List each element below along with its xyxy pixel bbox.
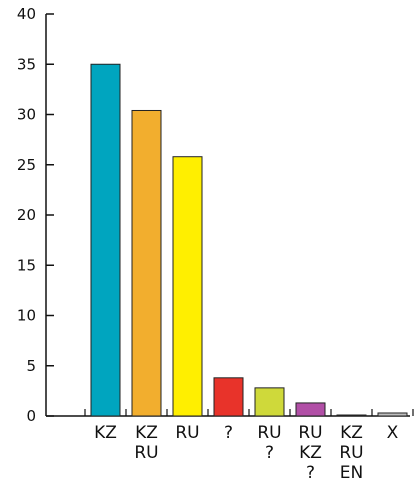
bar xyxy=(377,412,408,417)
x-tick-label: ? xyxy=(224,423,233,443)
x-tick-label: KZ xyxy=(94,423,117,443)
y-tick-label: 15 xyxy=(17,256,36,274)
x-tick-label: RU xyxy=(175,423,199,443)
bar xyxy=(172,156,203,417)
x-tick-label: X xyxy=(387,423,399,443)
bar xyxy=(213,377,244,417)
bar xyxy=(295,402,326,417)
bar xyxy=(254,387,285,417)
y-tick-label: 5 xyxy=(26,357,36,375)
bar xyxy=(90,63,121,417)
y-tick-label: 40 xyxy=(17,5,36,23)
x-tick-label: KZ xyxy=(299,443,322,463)
x-tick-label: EN xyxy=(340,463,363,483)
y-tick-label: 10 xyxy=(17,307,36,325)
y-tick-label: 0 xyxy=(26,407,36,425)
y-tick-label: 35 xyxy=(17,55,36,73)
x-tick-label: KZ xyxy=(135,423,158,443)
x-tick-label: ? xyxy=(265,443,274,463)
x-tick-label: RU xyxy=(339,443,363,463)
bar xyxy=(336,414,367,417)
x-tick-label: RU xyxy=(134,443,158,463)
y-axis: 0 5 10 15 20 25 30 35 40 xyxy=(17,5,414,425)
y-tick-label: 25 xyxy=(17,156,36,174)
x-tick-label: RU xyxy=(257,423,281,443)
x-tick-label: KZ xyxy=(340,423,363,443)
x-tick-label: ? xyxy=(306,463,315,483)
y-tick-label: 20 xyxy=(17,206,36,224)
x-tick-label: RU xyxy=(298,423,322,443)
bars xyxy=(90,63,408,417)
y-tick-label: 30 xyxy=(17,106,36,124)
bar xyxy=(131,109,162,417)
